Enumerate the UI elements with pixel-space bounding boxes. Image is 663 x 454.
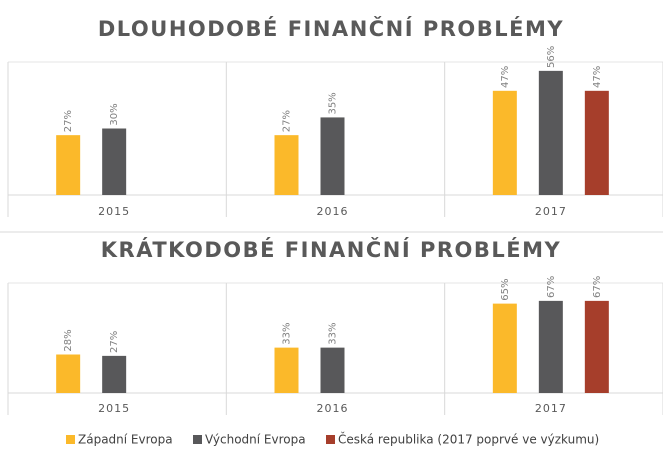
x-tick-label: 2017: [535, 205, 567, 218]
value-label: 35%: [328, 92, 339, 114]
x-tick-label: 2015: [98, 205, 130, 218]
legend-swatch: [326, 435, 335, 444]
value-label: 27%: [63, 110, 74, 132]
bar: [56, 354, 81, 393]
bar: [320, 117, 345, 195]
bar: [584, 300, 609, 393]
x-tick-label: 2016: [317, 402, 349, 415]
x-tick-label: 2015: [98, 402, 130, 415]
bar: [320, 347, 345, 393]
bar: [56, 135, 81, 195]
legend-swatch: [66, 435, 75, 444]
x-tick-label: 2017: [535, 402, 567, 415]
value-label: 27%: [109, 331, 120, 353]
value-label: 33%: [282, 323, 293, 345]
legend-label: Česká republika (2017 poprvé ve výzkumu): [338, 432, 599, 447]
bar: [538, 70, 563, 195]
chart-title: KRÁTKODOBÉ FINANČNÍ PROBLÉMY: [101, 237, 561, 262]
chart-title: DLOUHODOBÉ FINANČNÍ PROBLÉMY: [98, 16, 564, 41]
legend-label: Východní Evropa: [205, 433, 306, 447]
value-label: 56%: [546, 46, 557, 68]
legend-label: Západní Evropa: [78, 433, 173, 447]
bar: [538, 300, 563, 393]
bar: [492, 303, 517, 393]
bar: [102, 355, 127, 393]
value-label: 30%: [109, 103, 120, 125]
bar: [274, 347, 299, 393]
x-tick-label: 2016: [317, 205, 349, 218]
value-label: 65%: [500, 279, 511, 301]
value-label: 27%: [282, 110, 293, 132]
bar: [274, 135, 299, 195]
value-label: 28%: [63, 329, 74, 351]
bar: [584, 90, 609, 195]
value-label: 67%: [546, 276, 557, 298]
legend-swatch: [193, 435, 202, 444]
value-label: 47%: [592, 66, 603, 88]
value-label: 33%: [328, 323, 339, 345]
bar: [102, 128, 127, 195]
value-label: 47%: [500, 66, 511, 88]
value-label: 67%: [592, 276, 603, 298]
bar: [492, 90, 517, 195]
